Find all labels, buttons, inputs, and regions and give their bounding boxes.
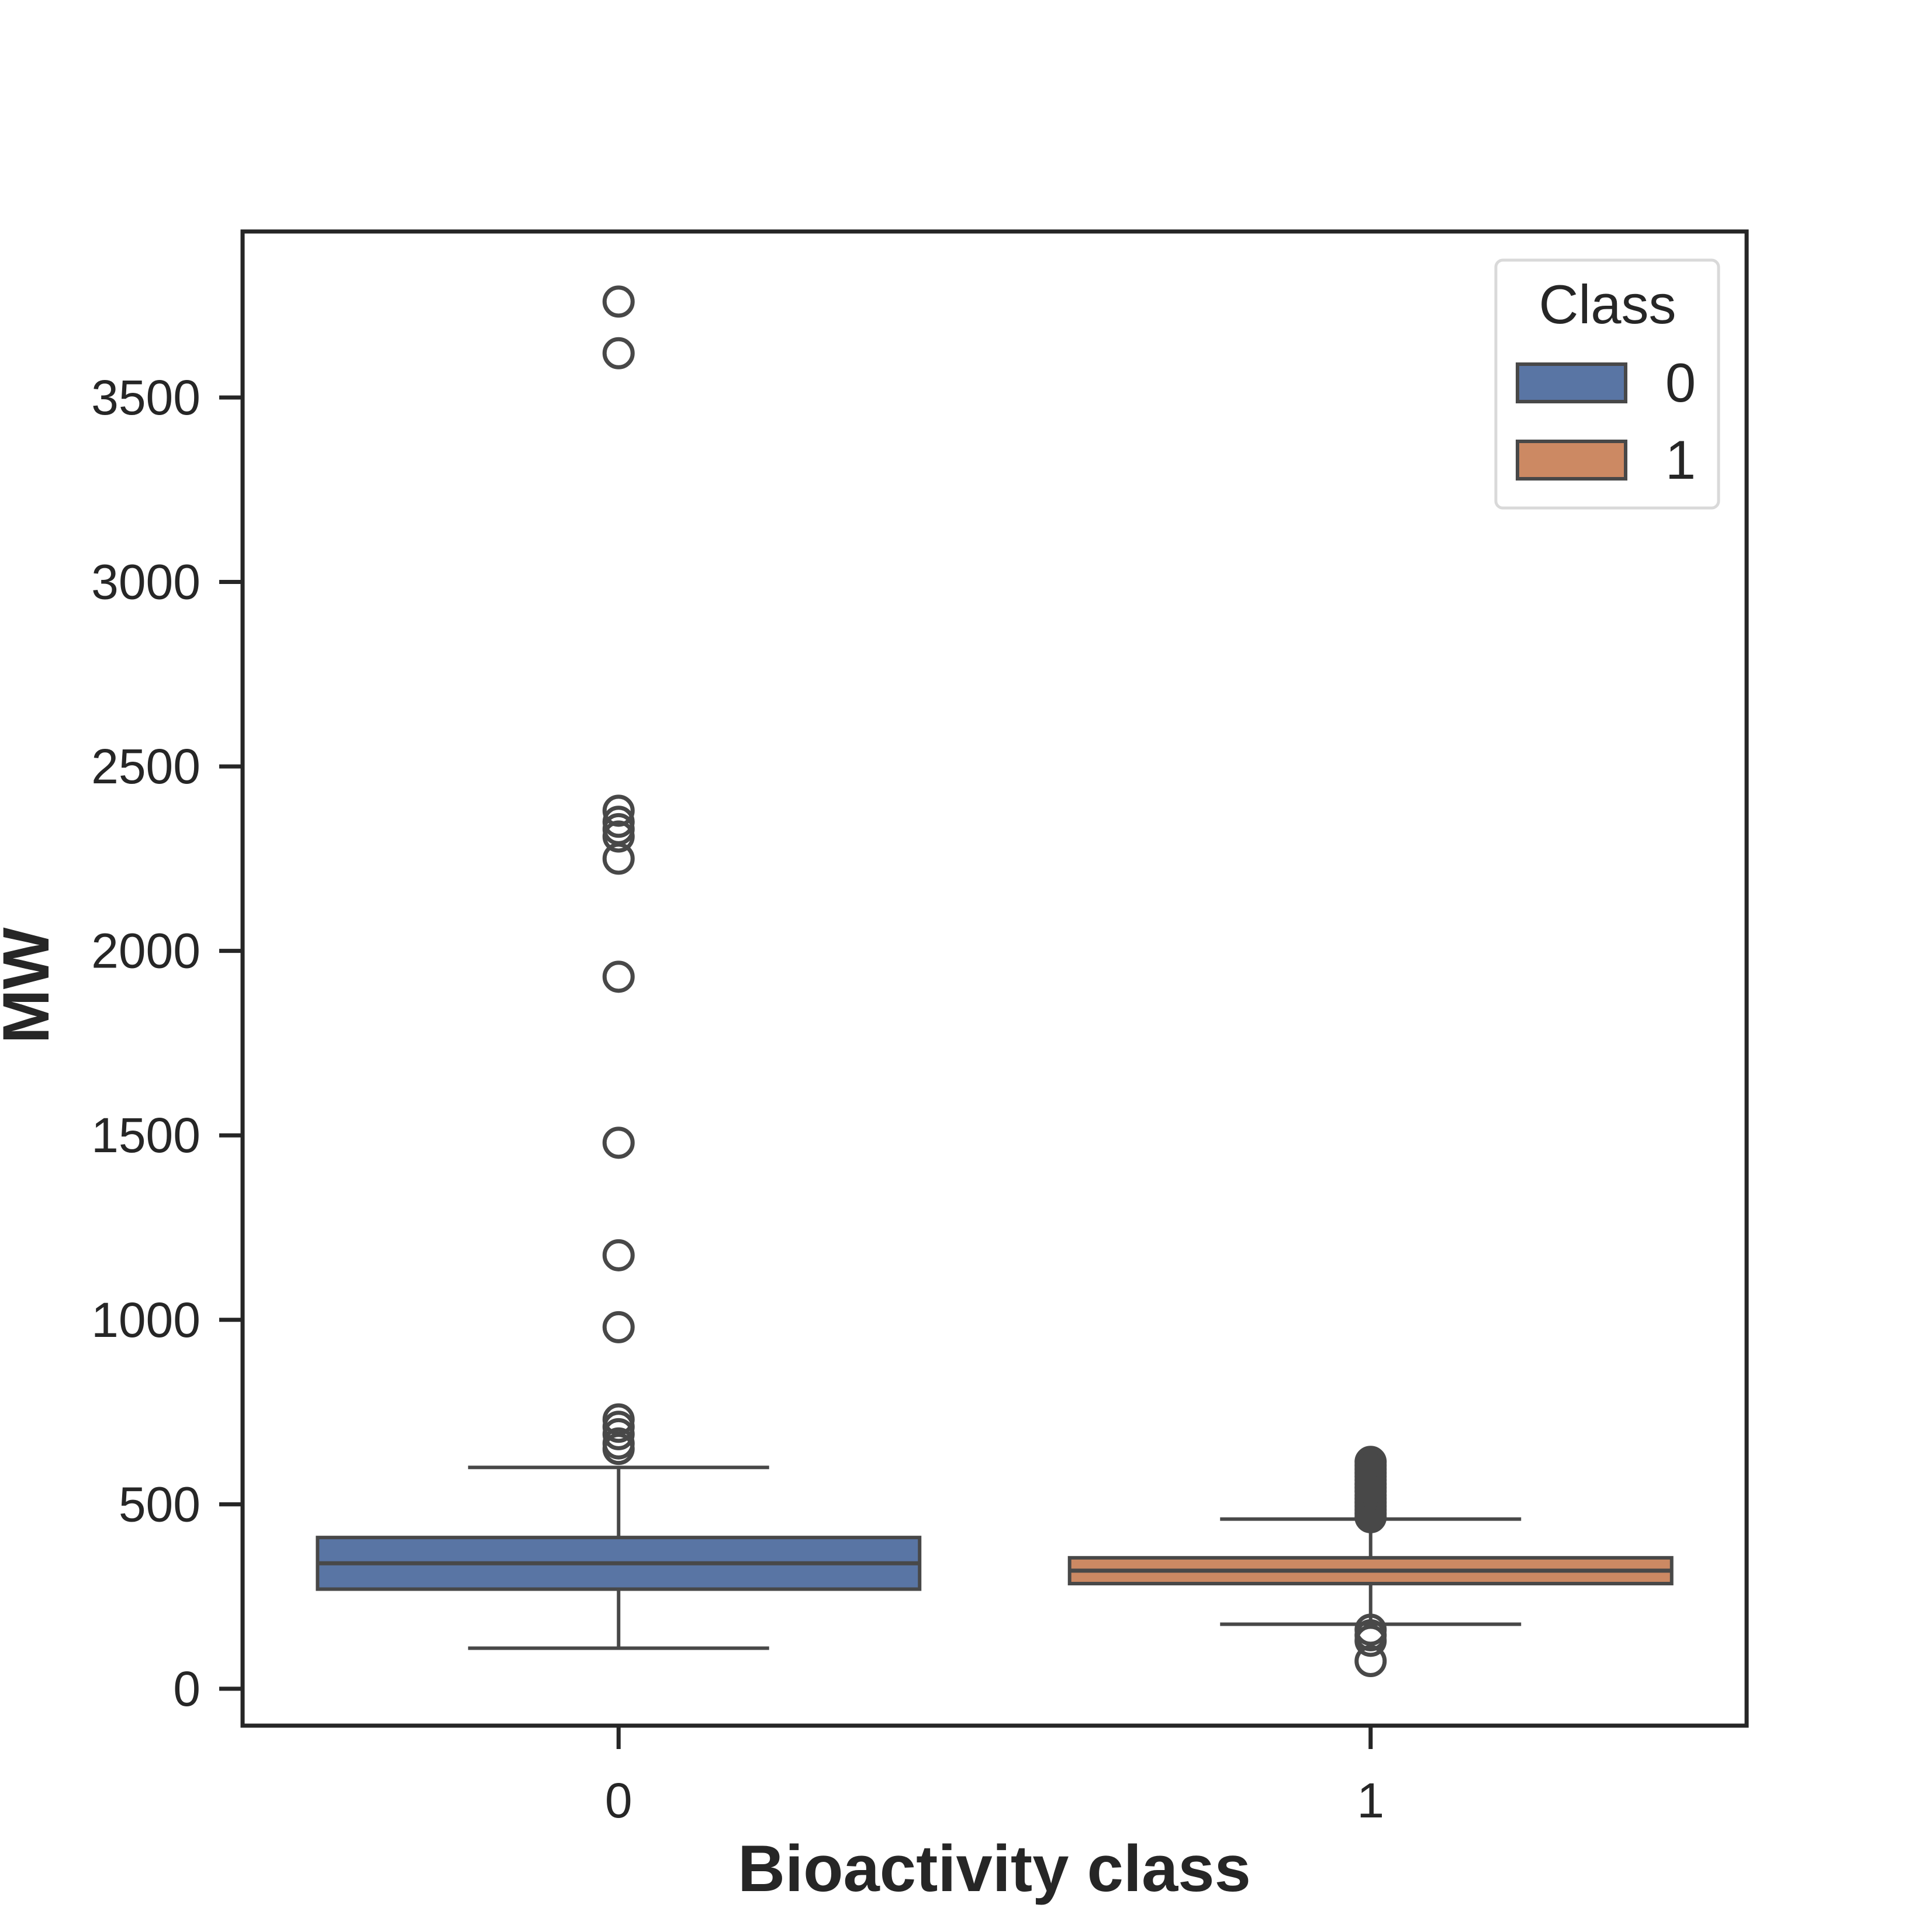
legend-label: 0: [1665, 352, 1696, 413]
y-tick-label: 2000: [91, 924, 200, 979]
x-tick-label: 1: [1357, 1773, 1384, 1828]
boxes-layer: [316, 285, 1674, 1678]
outlier-point: [602, 1418, 635, 1450]
y-tick-label: 2500: [91, 739, 200, 794]
outlier-point: [1354, 1625, 1387, 1657]
legend-entry-1: 1: [1516, 429, 1696, 490]
box-group-0: [316, 285, 922, 1650]
y-tick-label: 3500: [91, 370, 200, 425]
y-axis-title: MW: [0, 927, 63, 1043]
outlier-point: [1354, 1645, 1387, 1678]
outlier-point: [602, 820, 635, 853]
y-tick-label: 1000: [91, 1292, 200, 1347]
legend-entry-0: 0: [1516, 352, 1696, 413]
y-tick-label: 0: [173, 1661, 200, 1716]
legend-swatch: [1516, 362, 1627, 403]
legend: Class 01: [1494, 258, 1720, 510]
plot-frame: [240, 229, 1749, 1728]
outlier-point: [602, 1311, 635, 1343]
legend-entries: 01: [1516, 352, 1696, 490]
outlier-point: [602, 842, 635, 875]
outlier-point: [602, 1239, 635, 1271]
outlier-point: [602, 337, 635, 369]
outlier-point: [602, 1433, 635, 1466]
outlier-point: [602, 1126, 635, 1159]
outlier-point: [602, 794, 635, 827]
legend-title: Class: [1539, 274, 1676, 335]
outlier-point: [1354, 1501, 1387, 1533]
y-tick-label: 1500: [91, 1108, 200, 1163]
outlier-point: [602, 285, 635, 318]
legend-label: 1: [1665, 429, 1696, 490]
legend-swatch: [1516, 440, 1627, 481]
x-axis-title: Bioactivity class: [738, 1832, 1251, 1905]
y-tick-label: 3000: [91, 555, 200, 610]
box-group-1: [1067, 1446, 1674, 1678]
y-axis: 0 500 1000 1500 2000 2500 3000 3500: [91, 370, 243, 1716]
x-tick-label: 0: [605, 1773, 632, 1828]
y-tick-label: 500: [119, 1477, 200, 1532]
outlier-point: [602, 960, 635, 993]
